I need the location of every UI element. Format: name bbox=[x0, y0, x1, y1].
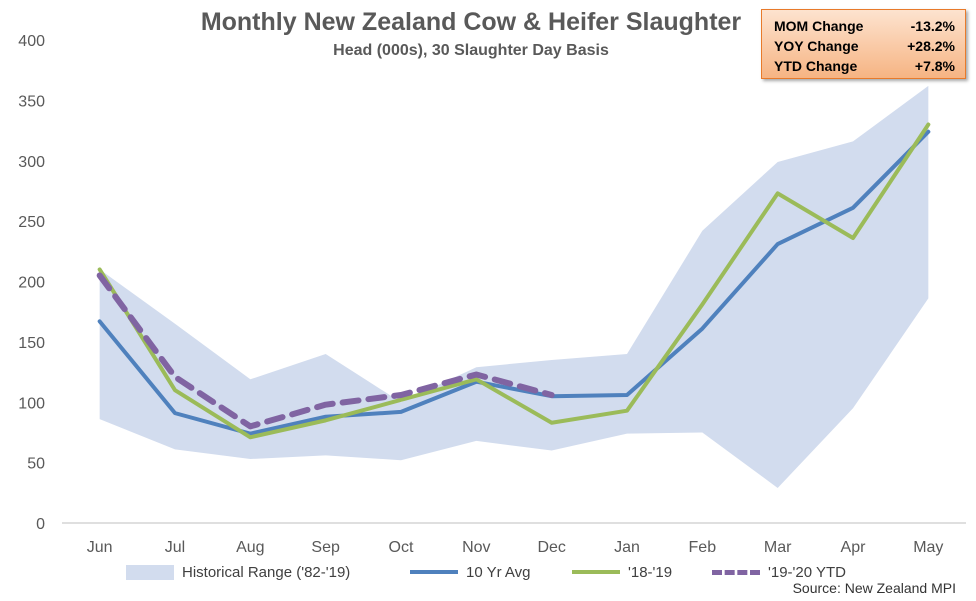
series-line-19-20-ytd bbox=[96, 272, 555, 430]
legend-item-prev: '18-'19 bbox=[572, 562, 672, 582]
change-value: +28.2% bbox=[907, 38, 955, 54]
chart-title: Monthly New Zealand Cow & Heifer Slaught… bbox=[200, 8, 742, 36]
source-note: Source: New Zealand MPI bbox=[792, 580, 956, 596]
legend-item-range: Historical Range ('82-'19) bbox=[126, 562, 350, 582]
legend-swatch-ytd bbox=[712, 569, 760, 575]
y-tick-label: 400 bbox=[18, 33, 45, 50]
series-layer bbox=[96, 122, 931, 440]
y-tick-label: 350 bbox=[18, 93, 45, 110]
change-row-yoy: YOY Change +28.2% bbox=[774, 36, 955, 56]
historical-range-layer bbox=[99, 85, 929, 488]
x-tick-label: Feb bbox=[689, 539, 717, 556]
y-tick-label: 200 bbox=[18, 275, 45, 292]
legend-label-ytd: '19-'20 YTD bbox=[768, 563, 846, 581]
x-tick-labels: Jun Jul Aug Sep Oct Nov Dec Jan Feb Mar Apr May bbox=[87, 539, 944, 556]
x-tick-label: Nov bbox=[462, 539, 490, 556]
x-tick-label: Oct bbox=[389, 539, 414, 556]
change-value: +7.8% bbox=[914, 58, 955, 74]
y-tick-label: 0 bbox=[36, 516, 45, 533]
y-tick-labels: 0 50 100 150 200 250 300 350 400 bbox=[18, 33, 45, 533]
y-tick-label: 150 bbox=[18, 335, 45, 352]
x-tick-label: Jan bbox=[614, 539, 640, 556]
x-tick-label: May bbox=[913, 539, 943, 556]
change-summary-box: MOM Change -13.2% YOY Change +28.2% YTD … bbox=[761, 9, 966, 79]
change-value: -13.2% bbox=[910, 18, 955, 34]
historical-range-band bbox=[99, 85, 929, 488]
change-label: MOM Change bbox=[774, 18, 864, 34]
x-tick-label: Jul bbox=[165, 539, 185, 556]
legend-swatch-prev bbox=[572, 570, 620, 574]
change-label: YTD Change bbox=[774, 58, 858, 74]
legend-swatch-avg bbox=[410, 570, 458, 574]
series-line-18-19 bbox=[97, 122, 931, 440]
x-tick-label: Aug bbox=[236, 539, 264, 556]
y-tick-label: 100 bbox=[18, 395, 45, 412]
legend-swatch-range bbox=[126, 564, 174, 580]
x-tick-label: Apr bbox=[841, 539, 867, 556]
x-tick-label: Dec bbox=[537, 539, 565, 556]
y-tick-label: 300 bbox=[18, 154, 45, 171]
legend-item-avg: 10 Yr Avg bbox=[410, 562, 531, 582]
x-tick-label: Sep bbox=[311, 539, 340, 556]
y-tick-label: 50 bbox=[27, 456, 45, 473]
legend-label-range: Historical Range ('82-'19) bbox=[182, 563, 351, 581]
legend-label-avg: 10 Yr Avg bbox=[466, 563, 531, 581]
x-tick-label: Mar bbox=[764, 539, 792, 556]
y-tick-label: 250 bbox=[18, 214, 45, 231]
legend-item-ytd: '19-'20 YTD bbox=[712, 562, 846, 582]
change-label: YOY Change bbox=[774, 38, 859, 54]
legend-label-prev: '18-'19 bbox=[628, 563, 673, 581]
change-row-mom: MOM Change -13.2% bbox=[774, 16, 955, 36]
chart-subtitle: Head (000s), 30 Slaughter Day Basis bbox=[333, 42, 609, 59]
x-tick-label: Jun bbox=[87, 539, 113, 556]
change-row-ytd: YTD Change +7.8% bbox=[774, 56, 955, 76]
